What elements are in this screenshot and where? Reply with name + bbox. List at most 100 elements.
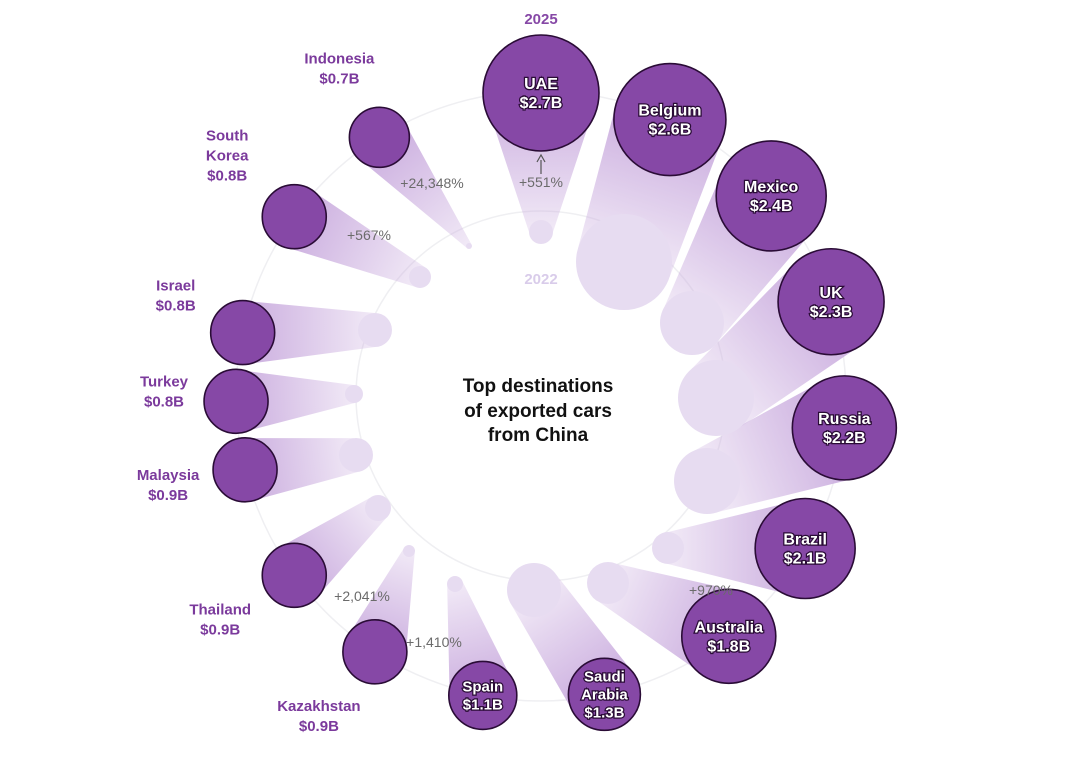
name-turkey: Turkey bbox=[140, 373, 189, 390]
growth-uae: +551% bbox=[519, 174, 563, 190]
label-thailand: Thailand $0.9B bbox=[189, 601, 251, 638]
end-bubble-russia bbox=[791, 375, 898, 481]
start-year-bubbles bbox=[339, 214, 754, 617]
cone-israel bbox=[242, 300, 376, 365]
growth-indonesia: +24,348% bbox=[400, 175, 463, 191]
start-bubble-indonesia bbox=[466, 243, 472, 249]
name-kazakhstan: Kazakhstan bbox=[277, 698, 360, 715]
value-spain: $1.1B bbox=[463, 697, 503, 714]
value-indonesia: $0.7B bbox=[319, 70, 359, 87]
end-bubble-uk bbox=[777, 247, 885, 356]
name-belgium: Belgium bbox=[638, 103, 701, 120]
label-kazakhstan: Kazakhstan $0.9B bbox=[277, 698, 360, 735]
value-south-korea: $0.8B bbox=[207, 168, 247, 185]
value-israel: $0.8B bbox=[156, 298, 196, 315]
name-indonesia: Indonesia bbox=[304, 50, 375, 67]
start-bubble-russia bbox=[674, 448, 740, 514]
end-bubble-turkey bbox=[203, 368, 269, 435]
growth-south-korea: +567% bbox=[347, 227, 391, 243]
label-uk: UK $2.3B bbox=[810, 285, 853, 321]
name-mexico: Mexico bbox=[744, 179, 798, 196]
label-indonesia: Indonesia $0.7B bbox=[304, 50, 375, 87]
name-saudi-arabia: Arabia bbox=[581, 687, 628, 704]
label-malaysia: Malaysia $0.9B bbox=[137, 467, 200, 504]
end-bubble-uae bbox=[482, 34, 600, 152]
start-bubble-malaysia bbox=[339, 438, 373, 472]
start-bubble-brazil bbox=[652, 532, 684, 564]
start-bubble-thailand bbox=[365, 495, 391, 521]
end-bubble-brazil bbox=[754, 497, 856, 600]
start-bubble-kazakhstan bbox=[403, 545, 415, 557]
end-bubble-spain bbox=[448, 660, 518, 731]
growth-kazakhstan: +2,041% bbox=[334, 588, 390, 604]
start-bubble-south-korea bbox=[409, 266, 431, 288]
name-australia: Australia bbox=[695, 619, 764, 636]
uae-growth-arrow bbox=[536, 153, 546, 174]
chart-title-line-1: Top destinations bbox=[463, 376, 614, 397]
value-belgium: $2.6B bbox=[649, 122, 692, 139]
name-south-korea: South bbox=[206, 128, 249, 145]
end-bubble-indonesia bbox=[348, 106, 411, 169]
value-russia: $2.2B bbox=[823, 430, 866, 447]
value-brazil: $2.1B bbox=[784, 551, 827, 568]
year-label-start: 2022 bbox=[524, 271, 557, 288]
arrow-head bbox=[536, 153, 546, 163]
start-bubble-australia bbox=[587, 562, 629, 604]
label-mexico: Mexico $2.4B bbox=[744, 179, 798, 215]
start-bubble-mexico bbox=[660, 291, 724, 355]
name-uae: UAE bbox=[524, 76, 558, 93]
start-bubble-spain bbox=[447, 576, 463, 592]
label-brazil: Brazil $2.1B bbox=[783, 532, 827, 568]
name-russia: Russia bbox=[818, 411, 871, 428]
end-bubble-australia bbox=[680, 588, 777, 685]
value-saudi-arabia: $1.3B bbox=[584, 705, 624, 722]
end-bubble-israel bbox=[209, 299, 276, 366]
label-australia: Australia $1.8B bbox=[695, 619, 764, 655]
value-kazakhstan: $0.9B bbox=[299, 718, 339, 735]
start-bubble-belgium bbox=[576, 214, 672, 310]
label-south-korea: South Korea $0.8B bbox=[206, 128, 249, 185]
label-belgium: Belgium $2.6B bbox=[638, 103, 701, 139]
value-turkey: $0.8B bbox=[144, 393, 184, 410]
chart-title-line-3: from China bbox=[488, 425, 589, 446]
end-bubble-mexico bbox=[715, 140, 827, 252]
name-brazil: Brazil bbox=[783, 532, 827, 549]
value-thailand: $0.9B bbox=[200, 621, 240, 638]
end-year-bubbles bbox=[203, 34, 898, 732]
chart-title-line-2: of exported cars bbox=[464, 401, 612, 422]
name-saudi-arabia: Saudi bbox=[584, 669, 625, 686]
label-russia: Russia $2.2B bbox=[818, 411, 871, 447]
start-bubble-turkey bbox=[345, 385, 363, 403]
name-uk: UK bbox=[820, 285, 844, 302]
end-bubble-saudi-arabia bbox=[567, 657, 642, 732]
label-saudi-arabia: Saudi Arabia $1.3B bbox=[581, 669, 628, 722]
year-label-end: 2025 bbox=[524, 11, 557, 28]
name-south-korea: Korea bbox=[206, 148, 249, 165]
end-bubble-belgium bbox=[613, 62, 727, 177]
start-bubble-saudi-arabia bbox=[507, 563, 561, 617]
value-malaysia: $0.9B bbox=[148, 487, 188, 504]
label-israel: Israel $0.8B bbox=[156, 278, 196, 315]
bubble-labels: UAE $2.7B Belgium $2.6B Mexico $2.4B UK $2.3B Ru… bbox=[137, 50, 872, 735]
end-bubble-thailand bbox=[261, 542, 328, 609]
end-bubble-south-korea bbox=[261, 183, 328, 250]
name-malaysia: Malaysia bbox=[137, 467, 200, 484]
name-spain: Spain bbox=[462, 679, 503, 696]
name-israel: Israel bbox=[156, 278, 195, 295]
start-bubble-uk bbox=[678, 360, 754, 436]
value-uae: $2.7B bbox=[520, 95, 563, 112]
value-mexico: $2.4B bbox=[750, 198, 793, 215]
value-australia: $1.8B bbox=[707, 638, 750, 655]
end-bubble-kazakhstan bbox=[342, 618, 408, 685]
label-turkey: Turkey $0.8B bbox=[140, 373, 189, 410]
growth-brazil: +970% bbox=[689, 582, 733, 598]
value-uk: $2.3B bbox=[810, 304, 853, 321]
start-bubble-uae bbox=[529, 220, 553, 244]
end-bubble-malaysia bbox=[212, 436, 278, 503]
label-spain: Spain $1.1B bbox=[462, 679, 503, 714]
start-bubble-israel bbox=[358, 313, 392, 347]
name-thailand: Thailand bbox=[189, 601, 251, 618]
growth-spain: +1,410% bbox=[406, 634, 462, 650]
growth-labels: +551% +970% +1,410% +2,041% +567% +24,348% bbox=[334, 174, 733, 650]
